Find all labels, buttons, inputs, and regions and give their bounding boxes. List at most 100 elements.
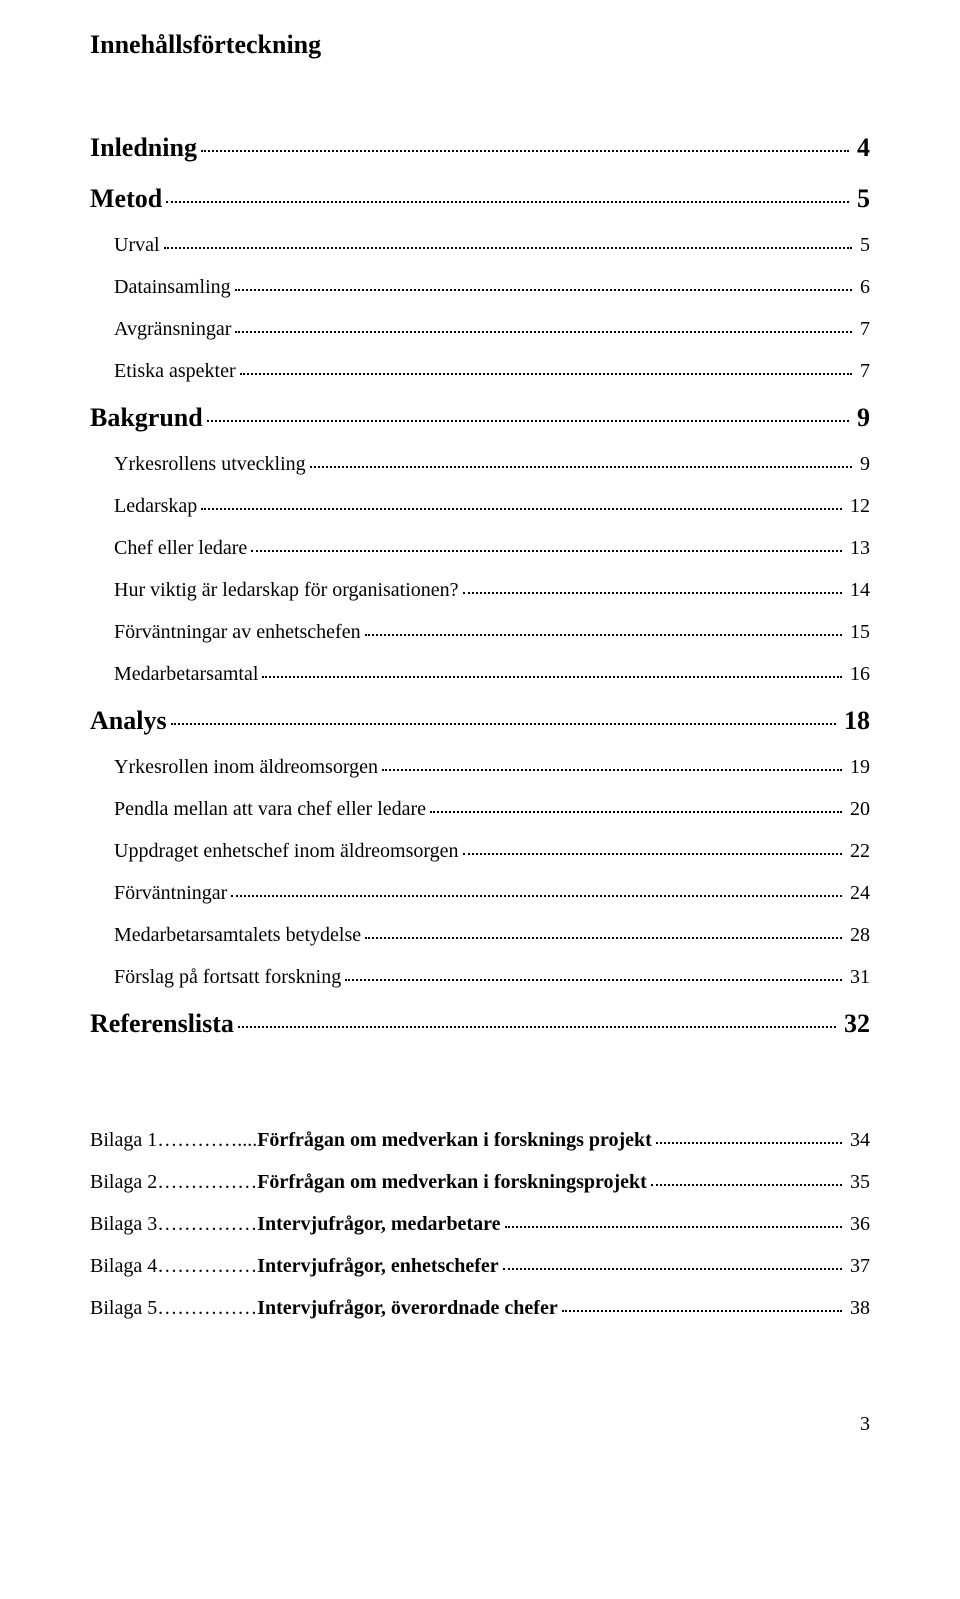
appendix-prefix: Bilaga 1………….... <box>90 1129 257 1151</box>
toc-label: Ledarskap <box>114 491 197 521</box>
toc-page: 16 <box>846 659 870 689</box>
toc-page: 14 <box>846 575 870 605</box>
toc-page: 5 <box>853 179 870 218</box>
toc-label: Hur viktig är ledarskap för organisation… <box>114 575 459 605</box>
appendix-page: 34 <box>846 1125 870 1155</box>
toc-leader-dots <box>262 658 842 678</box>
toc-leader-dots <box>345 961 842 981</box>
toc-page: 4 <box>853 128 870 167</box>
toc-leader-dots <box>503 1250 842 1270</box>
appendix-label: Bilaga 2……………Förfrågan om medverkan i fo… <box>90 1167 647 1197</box>
toc-entry: Inledning4 <box>90 128 870 167</box>
toc-entry: Förväntningar av enhetschefen15 <box>90 617 870 647</box>
toc-entry: Yrkesrollen inom äldreomsorgen 19 <box>90 752 870 782</box>
toc-leader-dots <box>562 1292 842 1312</box>
toc-entry: Ledarskap 12 <box>90 491 870 521</box>
toc-label: Datainsamling <box>114 272 231 302</box>
appendix-prefix: Bilaga 5…………… <box>90 1297 257 1319</box>
toc-entry: Chef eller ledare 13 <box>90 533 870 563</box>
toc-leader-dots <box>463 835 842 855</box>
toc-page: 7 <box>856 356 870 386</box>
appendix-title: Intervjufrågor, överordnade chefer <box>257 1297 558 1319</box>
toc-label: Chef eller ledare <box>114 533 247 563</box>
appendix-entry: Bilaga 2……………Förfrågan om medverkan i fo… <box>90 1167 870 1197</box>
appendix-title: Intervjufrågor, enhetschefer <box>257 1255 498 1277</box>
toc-page: 28 <box>846 920 870 950</box>
toc-leader-dots <box>430 793 842 813</box>
toc-entry: Referenslista 32 <box>90 1004 870 1043</box>
toc-entry: Metod 5 <box>90 179 870 218</box>
toc-leader-dots <box>166 177 849 203</box>
toc-entry: Yrkesrollens utveckling9 <box>90 449 870 479</box>
appendix-entry: Bilaga 3……………Intervjufrågor, medarbetare… <box>90 1209 870 1239</box>
toc-entry: Medarbetarsamtal16 <box>90 659 870 689</box>
toc-label: Yrkesrollen inom äldreomsorgen <box>114 752 378 782</box>
toc-leader-dots <box>235 313 852 333</box>
toc-label: Bakgrund <box>90 398 203 437</box>
toc-entry: Medarbetarsamtalets betydelse28 <box>90 920 870 950</box>
toc-page: 9 <box>853 398 870 437</box>
toc-leader-dots <box>365 616 842 636</box>
appendix-page: 38 <box>846 1293 870 1323</box>
toc-label: Uppdraget enhetschef inom äldreomsorgen <box>114 836 459 866</box>
toc-leader-dots <box>207 396 849 422</box>
toc-label: Metod <box>90 179 162 218</box>
toc-page: 22 <box>846 836 870 866</box>
toc-page: 7 <box>856 314 870 344</box>
appendix-title: Förfrågan om medverkan i forsknings proj… <box>257 1129 652 1151</box>
toc-entry: Datainsamling 6 <box>90 272 870 302</box>
toc-leader-dots <box>201 490 842 510</box>
toc-label: Förslag på fortsatt forskning <box>114 962 341 992</box>
toc-label: Avgränsningar <box>114 314 231 344</box>
toc-label: Förväntningar <box>114 878 227 908</box>
appendix-page: 35 <box>846 1167 870 1197</box>
toc-entry: Förslag på fortsatt forskning 31 <box>90 962 870 992</box>
appendix-prefix: Bilaga 3…………… <box>90 1213 257 1235</box>
toc-entry: Urval 5 <box>90 230 870 260</box>
toc-leader-dots <box>656 1124 842 1144</box>
toc-page: 12 <box>846 491 870 521</box>
appendix-page: 36 <box>846 1209 870 1239</box>
appendix-title: Förfrågan om medverkan i forskningsproje… <box>257 1171 647 1193</box>
toc: Inledning4 Metod 5 Urval 5 Datainsamling 6 Avgr… <box>90 128 870 1043</box>
toc-leader-dots <box>238 1002 836 1028</box>
toc-leader-dots <box>164 229 852 249</box>
toc-leader-dots <box>310 448 852 468</box>
appendix-entry: Bilaga 4……………Intervjufrågor, enhetschefe… <box>90 1251 870 1281</box>
toc-label: Urval <box>114 230 160 260</box>
toc-leader-dots <box>240 355 852 375</box>
appendix-label: Bilaga 5……………Intervjufrågor, överordnade… <box>90 1293 558 1323</box>
toc-entry: Förväntningar 24 <box>90 878 870 908</box>
toc-page: 5 <box>856 230 870 260</box>
toc-page: 24 <box>846 878 870 908</box>
toc-entry: Pendla mellan att vara chef eller ledare… <box>90 794 870 824</box>
toc-leader-dots <box>235 271 852 291</box>
toc-page: 15 <box>846 617 870 647</box>
appendix-label: Bilaga 4……………Intervjufrågor, enhetschefe… <box>90 1251 499 1281</box>
toc-leader-dots <box>505 1208 843 1228</box>
toc-leader-dots <box>382 751 842 771</box>
appendix-label: Bilaga 3……………Intervjufrågor, medarbetare <box>90 1209 501 1239</box>
toc-leader-dots <box>171 699 836 725</box>
toc-label: Pendla mellan att vara chef eller ledare <box>114 794 426 824</box>
toc-page: 31 <box>846 962 870 992</box>
toc-entry: Hur viktig är ledarskap för organisation… <box>90 575 870 605</box>
toc-entry: Etiska aspekter7 <box>90 356 870 386</box>
toc-leader-dots <box>463 574 842 594</box>
appendix-title: Intervjufrågor, medarbetare <box>257 1213 500 1235</box>
toc-entry: Bakgrund 9 <box>90 398 870 437</box>
toc-page: 19 <box>846 752 870 782</box>
toc-label: Referenslista <box>90 1004 234 1043</box>
toc-page: 13 <box>846 533 870 563</box>
toc-page: 18 <box>840 701 870 740</box>
page-number: 3 <box>90 1413 870 1436</box>
appendix-entry: Bilaga 1…………....Förfrågan om medverkan i… <box>90 1125 870 1155</box>
toc-leader-dots <box>231 877 842 897</box>
toc-page: 6 <box>856 272 870 302</box>
appendix-label: Bilaga 1…………....Förfrågan om medverkan i… <box>90 1125 652 1155</box>
toc-entry: Uppdraget enhetschef inom äldreomsorgen 2… <box>90 836 870 866</box>
toc-page: 32 <box>840 1004 870 1043</box>
appendix-prefix: Bilaga 4…………… <box>90 1255 257 1277</box>
toc-label: Analys <box>90 701 167 740</box>
page-title: Innehållsförteckning <box>90 30 870 60</box>
